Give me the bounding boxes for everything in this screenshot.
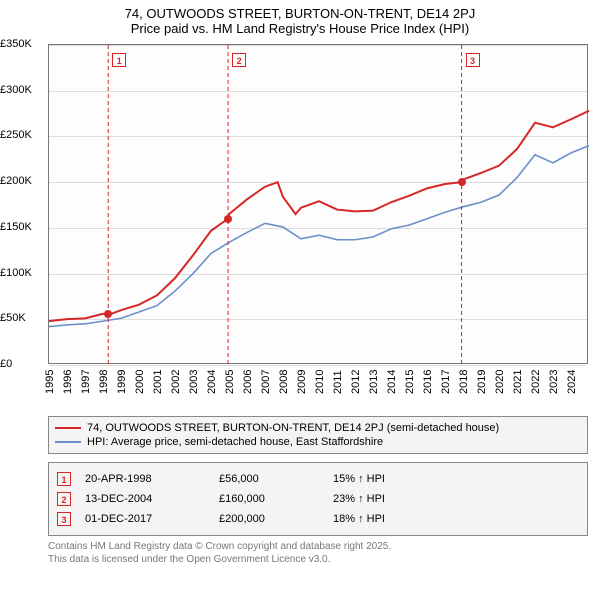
x-tick-label: 2000 — [134, 370, 146, 394]
legend-swatch — [55, 441, 81, 443]
x-tick-label: 2009 — [296, 370, 308, 394]
series-hpi — [49, 146, 589, 327]
legend-row: HPI: Average price, semi-detached house,… — [55, 435, 581, 449]
x-tick-label: 2002 — [170, 370, 182, 394]
marker-box: 1 — [112, 53, 126, 67]
legend-swatch — [55, 427, 81, 429]
sale-dot — [458, 178, 466, 186]
y-tick-label: £300K — [0, 84, 44, 96]
x-tick-label: 2019 — [476, 370, 488, 394]
sales-hpi: 18% ↑ HPI — [333, 513, 433, 525]
sales-date: 20-APR-1998 — [85, 473, 205, 485]
x-tick-label: 2020 — [494, 370, 506, 394]
chart-lines — [49, 45, 587, 363]
x-tick-label: 1998 — [98, 370, 110, 394]
attribution-line1: Contains HM Land Registry data © Crown c… — [48, 540, 588, 553]
x-tick-label: 2008 — [278, 370, 290, 394]
legend-row: 74, OUTWOODS STREET, BURTON-ON-TRENT, DE… — [55, 421, 581, 435]
x-tick-label: 2010 — [314, 370, 326, 394]
sale-dot — [224, 215, 232, 223]
x-tick-label: 2004 — [206, 370, 218, 394]
sales-price: £200,000 — [219, 513, 319, 525]
sale-dot — [104, 310, 112, 318]
legend-label: 74, OUTWOODS STREET, BURTON-ON-TRENT, DE… — [87, 422, 499, 434]
x-tick-label: 2007 — [260, 370, 272, 394]
x-tick-label: 1995 — [44, 370, 56, 394]
x-tick-label: 2016 — [422, 370, 434, 394]
title-subtitle: Price paid vs. HM Land Registry's House … — [10, 21, 590, 36]
x-tick-label: 1996 — [62, 370, 74, 394]
x-tick-label: 2006 — [242, 370, 254, 394]
legend-label: HPI: Average price, semi-detached house,… — [87, 436, 383, 448]
attribution: Contains HM Land Registry data © Crown c… — [48, 540, 588, 566]
sales-price: £56,000 — [219, 473, 319, 485]
x-tick-label: 2014 — [386, 370, 398, 394]
y-tick-label: £200K — [0, 175, 44, 187]
sales-index: 1 — [57, 472, 71, 486]
x-tick-label: 2018 — [458, 370, 470, 394]
x-tick-label: 2001 — [152, 370, 164, 394]
sales-row: 2 13-DEC-2004 £160,000 23% ↑ HPI — [57, 489, 579, 509]
attribution-line2: This data is licensed under the Open Gov… — [48, 553, 588, 566]
x-tick-label: 2022 — [530, 370, 542, 394]
chart-title: 74, OUTWOODS STREET, BURTON-ON-TRENT, DE… — [0, 0, 600, 38]
y-tick-label: £0 — [0, 358, 44, 370]
sales-table: 1 20-APR-1998 £56,000 15% ↑ HPI 2 13-DEC-2004… — [48, 462, 588, 536]
legend: 74, OUTWOODS STREET, BURTON-ON-TRENT, DE… — [48, 416, 588, 454]
x-tick-label: 1999 — [116, 370, 128, 394]
sales-hpi: 15% ↑ HPI — [333, 473, 433, 485]
sales-index: 2 — [57, 492, 71, 506]
x-tick-label: 2015 — [404, 370, 416, 394]
x-tick-label: 2005 — [224, 370, 236, 394]
x-tick-label: 2024 — [566, 370, 578, 394]
chart-container: 74, OUTWOODS STREET, BURTON-ON-TRENT, DE… — [0, 0, 600, 590]
sales-price: £160,000 — [219, 493, 319, 505]
y-tick-label: £150K — [0, 221, 44, 233]
sales-hpi: 23% ↑ HPI — [333, 493, 433, 505]
x-tick-label: 2017 — [440, 370, 452, 394]
y-tick-label: £100K — [0, 267, 44, 279]
y-tick-label: £50K — [0, 312, 44, 324]
y-tick-label: £250K — [0, 129, 44, 141]
x-tick-label: 2011 — [332, 370, 344, 394]
x-tick-label: 2021 — [512, 370, 524, 394]
y-tick-label: £350K — [0, 38, 44, 50]
marker-box: 2 — [232, 53, 246, 67]
sales-row: 1 20-APR-1998 £56,000 15% ↑ HPI — [57, 469, 579, 489]
title-address: 74, OUTWOODS STREET, BURTON-ON-TRENT, DE… — [10, 6, 590, 21]
x-tick-label: 2013 — [368, 370, 380, 394]
marker-box: 3 — [466, 53, 480, 67]
x-tick-label: 2012 — [350, 370, 362, 394]
x-tick-label: 1997 — [80, 370, 92, 394]
sales-date: 01-DEC-2017 — [85, 513, 205, 525]
sales-row: 3 01-DEC-2017 £200,000 18% ↑ HPI — [57, 509, 579, 529]
sales-index: 3 — [57, 512, 71, 526]
x-tick-label: 2003 — [188, 370, 200, 394]
x-tick-label: 2023 — [548, 370, 560, 394]
plot-area: 1 2 3 — [48, 44, 588, 364]
series-price_paid — [49, 111, 589, 321]
sales-date: 13-DEC-2004 — [85, 493, 205, 505]
